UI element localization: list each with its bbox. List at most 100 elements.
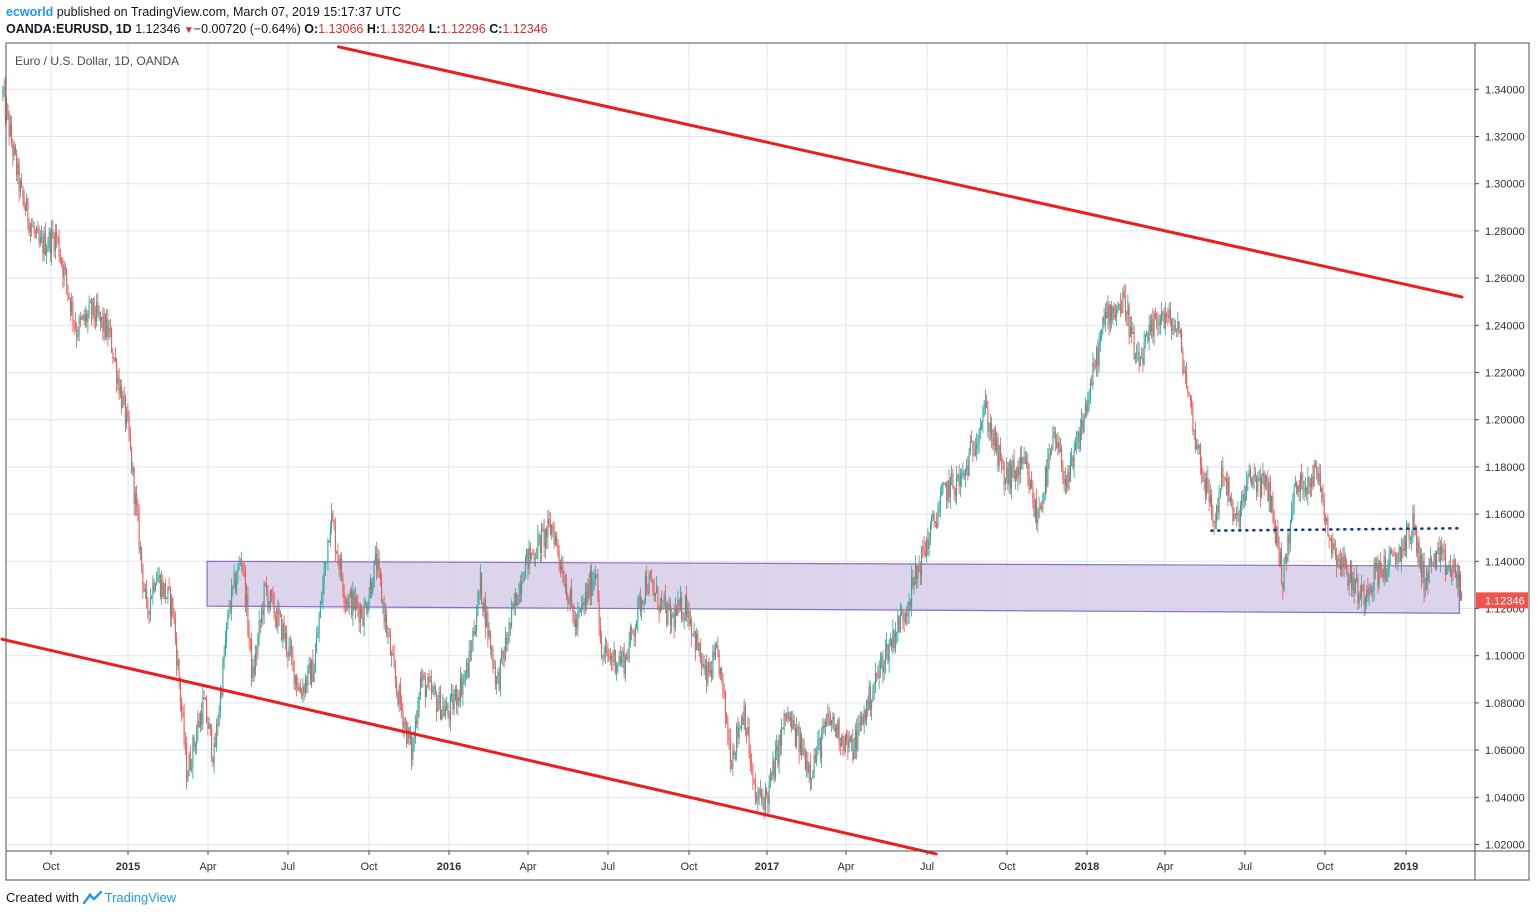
open-label: O:: [304, 22, 319, 36]
candle-body: [1013, 460, 1015, 480]
candle-body: [444, 710, 446, 716]
candle-body: [331, 512, 333, 529]
candle-body: [1452, 570, 1454, 572]
candle-body: [898, 615, 900, 633]
candle-body: [556, 536, 558, 541]
candle-body: [849, 736, 851, 742]
candle-body: [1268, 482, 1270, 502]
candle-body: [502, 650, 504, 656]
candle-body: [829, 718, 831, 725]
candle-body: [619, 656, 621, 664]
candle-body: [741, 717, 743, 728]
candle-body: [336, 551, 338, 554]
candle-body: [361, 607, 363, 618]
candle-body: [1322, 488, 1324, 499]
candle-body: [1183, 370, 1185, 374]
candle-body: [674, 608, 676, 628]
candle-body: [796, 728, 798, 746]
candle-body: [288, 646, 290, 657]
candle-body: [817, 738, 819, 755]
candle-body: [242, 563, 244, 569]
candle-body: [856, 730, 858, 751]
candle-body: [879, 660, 881, 670]
candle-body: [708, 662, 710, 673]
candle-body: [176, 638, 178, 666]
candle-body: [111, 328, 113, 353]
candle-body: [938, 508, 940, 513]
candle-body: [1198, 444, 1200, 449]
candle-body: [1214, 521, 1216, 524]
candle-body: [1434, 553, 1436, 568]
candle-body: [602, 655, 604, 658]
symbol-label: OANDA:EURUSD, 1D: [6, 22, 132, 36]
candle-body: [1378, 560, 1380, 586]
candle-body: [72, 301, 74, 322]
candle-body: [464, 674, 466, 676]
candle-body: [636, 621, 638, 630]
candle-body: [1114, 312, 1116, 318]
candle-body: [1168, 309, 1170, 318]
candle-body: [467, 662, 469, 678]
candle-body: [939, 495, 941, 509]
candle-body: [623, 651, 625, 675]
candle-body: [351, 590, 353, 616]
candle-body: [643, 600, 645, 603]
candle-body: [584, 592, 586, 605]
candle-body: [346, 600, 348, 603]
candle-body: [1249, 469, 1251, 480]
candle-body: [504, 637, 506, 660]
candle-body: [554, 536, 556, 545]
price-tick-label: 1.26000: [1485, 273, 1525, 285]
candle-body: [1237, 512, 1239, 516]
candle-body: [857, 725, 859, 751]
candle-body: [398, 685, 400, 705]
candle-body: [367, 607, 369, 613]
candle-body: [419, 678, 421, 697]
candle-body: [877, 674, 879, 678]
candle-body: [926, 539, 928, 556]
candle-body: [1087, 400, 1089, 412]
candle-body: [1261, 476, 1263, 498]
candle-body: [1411, 537, 1413, 539]
candle-body: [1213, 522, 1215, 524]
candle-body: [1282, 583, 1284, 590]
candle-body: [749, 755, 751, 765]
candle-body: [963, 472, 965, 477]
candle-body: [477, 593, 479, 617]
candle-body: [363, 605, 365, 626]
candle-body: [73, 321, 75, 325]
candle-body: [1351, 564, 1353, 590]
candle-body: [593, 580, 595, 582]
candle-body: [291, 645, 293, 656]
tradingview-brand[interactable]: TradingView: [104, 890, 177, 905]
candle-body: [1092, 362, 1094, 386]
candle-body: [94, 317, 96, 322]
candle-body: [1059, 448, 1061, 452]
candle-body: [1002, 462, 1004, 464]
candle-body: [1031, 480, 1033, 488]
candle-body: [53, 235, 55, 252]
candle-body: [1336, 555, 1338, 567]
candle-body: [897, 615, 899, 633]
candle-body: [787, 712, 789, 719]
candle-body: [364, 603, 366, 606]
candle-body: [441, 710, 443, 720]
candle-body: [249, 638, 251, 641]
candle-body: [1444, 550, 1446, 575]
candle-body: [696, 634, 698, 650]
candle-body: [681, 596, 683, 620]
candle-body: [1283, 559, 1285, 590]
candle-body: [996, 437, 998, 451]
candle-body: [628, 643, 630, 660]
candle-body: [606, 647, 608, 649]
candle-body: [911, 576, 913, 606]
candle-body: [1324, 514, 1326, 522]
author-link[interactable]: ecworld: [6, 5, 54, 19]
candle-body: [1401, 548, 1403, 562]
candle-body: [384, 614, 386, 623]
candle-body: [904, 613, 906, 622]
candle-body: [184, 742, 186, 744]
candle-body: [1397, 552, 1399, 562]
candle-body: [24, 206, 26, 211]
